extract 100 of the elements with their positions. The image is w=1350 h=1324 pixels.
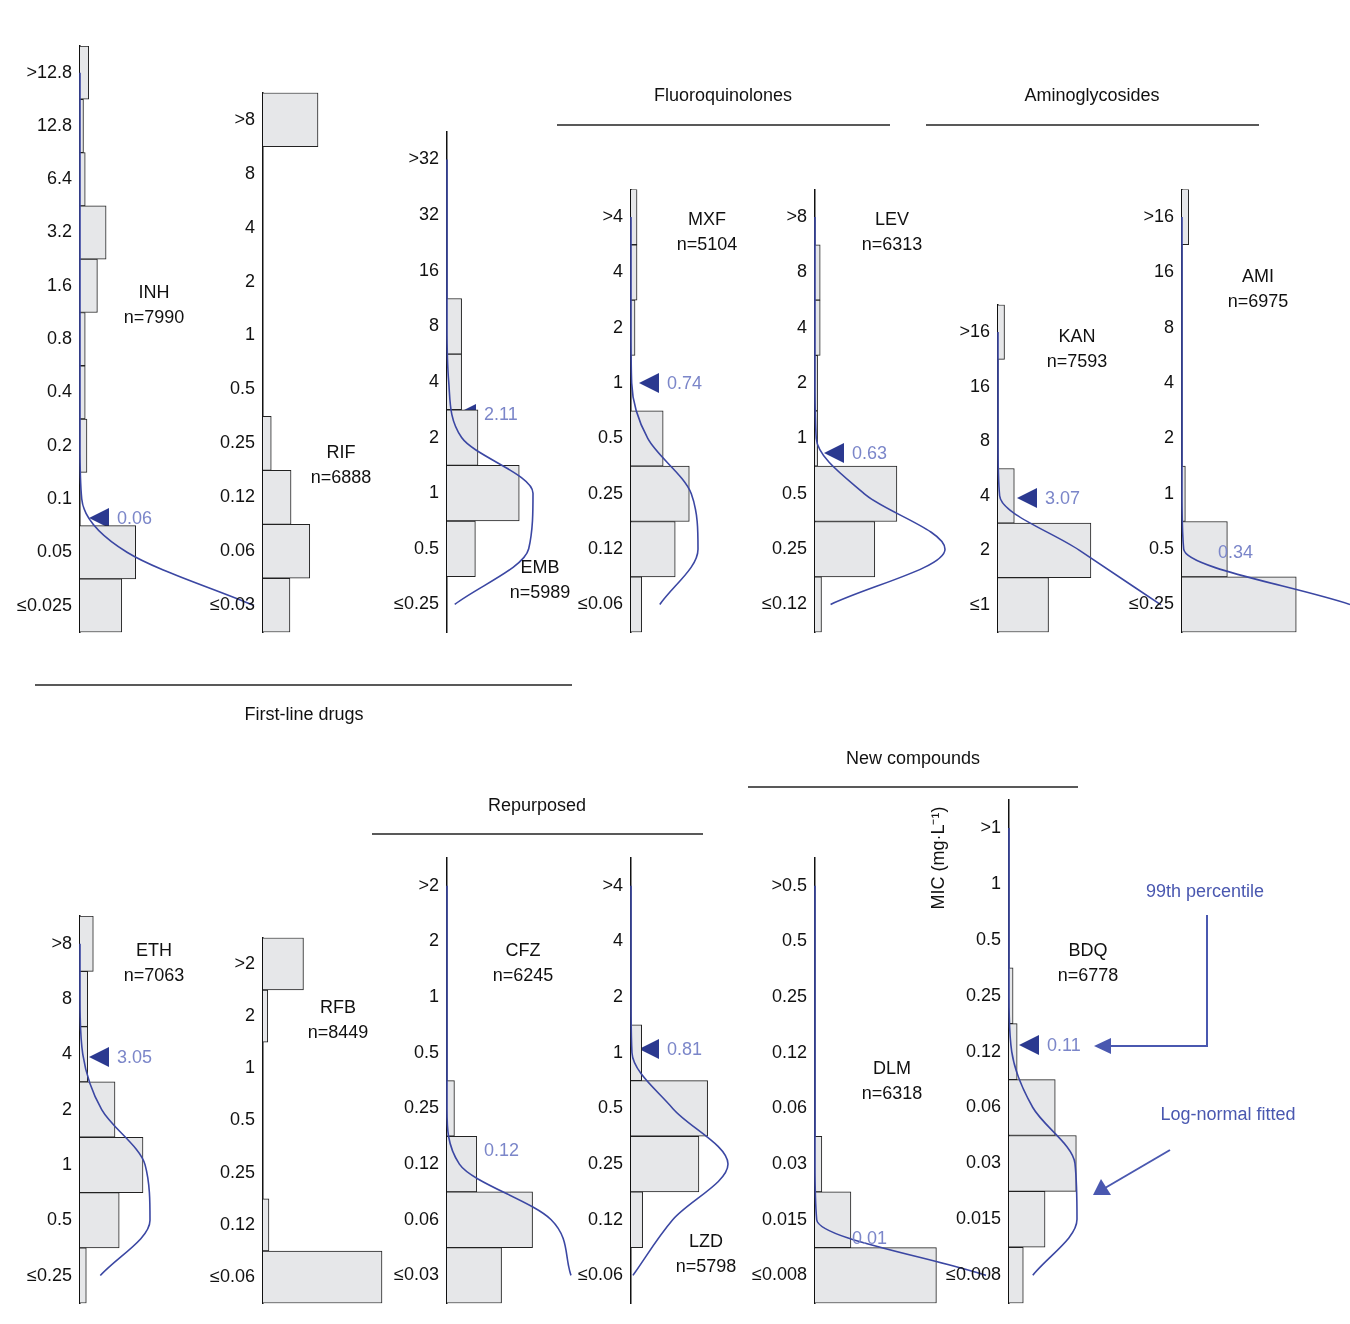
y-tick-label: ≤0.03 xyxy=(210,594,255,615)
y-tick-label: 0.25 xyxy=(587,482,623,503)
y-tick-label: 1 xyxy=(244,1057,255,1078)
y-tick-label: 0.2 xyxy=(46,434,72,455)
y-tick-label: 4 xyxy=(612,261,623,282)
y-tick-label: 0.5 xyxy=(781,482,807,503)
text: n=5104 xyxy=(676,234,738,254)
y-tick-label: 0.25 xyxy=(965,984,1001,1005)
y-tick-label: 0.1 xyxy=(46,487,72,508)
annotation: 3.07 xyxy=(1045,487,1081,509)
y-tick-label: 0.5 xyxy=(597,1097,623,1118)
y-tick-label: >8 xyxy=(51,932,72,953)
annotation: 0.81 xyxy=(667,1038,703,1060)
y-tick-label: 0.4 xyxy=(46,381,72,402)
annotation: 0.06 xyxy=(117,507,153,529)
y-tick-label: 0.25 xyxy=(587,1153,623,1174)
y-tick-label: 8 xyxy=(61,987,72,1008)
y-tick-label: 8 xyxy=(979,430,990,451)
y-tick-label: 0.05 xyxy=(36,541,72,562)
y-tick-label: ≤1 xyxy=(970,593,990,614)
y-tick-label: 2 xyxy=(612,986,623,1007)
y-tick-label: 16 xyxy=(418,259,439,280)
y-tick-label: ≤0.008 xyxy=(946,1264,1001,1285)
y-tick-label: >1 xyxy=(980,816,1001,837)
y-tick-label: 12.8 xyxy=(36,114,72,135)
y-tick-label: 0.12 xyxy=(587,1208,623,1229)
y-tick-label: ≤0.12 xyxy=(762,593,807,614)
text: n=5798 xyxy=(675,1256,737,1276)
y-tick-label: ≤0.06 xyxy=(578,1264,623,1285)
text: n=6313 xyxy=(861,234,923,254)
text: n=6318 xyxy=(861,1083,923,1103)
y-tick-label: 2 xyxy=(428,426,439,447)
y-tick-label: >16 xyxy=(959,321,990,342)
text: RFB xyxy=(319,997,356,1017)
y-tick-label: 8 xyxy=(796,261,807,282)
text: n=6975 xyxy=(1227,291,1289,311)
text: n=7063 xyxy=(123,965,185,985)
y-tick-label: ≤0.25 xyxy=(1129,593,1174,614)
y-tick-label: 0.12 xyxy=(587,538,623,559)
text: First-line drugs xyxy=(244,703,364,725)
y-tick-label: >16 xyxy=(1143,206,1174,227)
text: MXF xyxy=(687,209,726,229)
text: n=6778 xyxy=(1057,965,1119,985)
y-tick-label: 0.12 xyxy=(771,1041,807,1062)
text: n=6245 xyxy=(492,965,554,985)
y-tick-label: >8 xyxy=(786,206,807,227)
text: Repurposed xyxy=(487,794,587,816)
text: Fluoroquinolones xyxy=(653,84,793,106)
y-tick-label: 4 xyxy=(612,930,623,951)
y-tick-label: 1 xyxy=(612,372,623,393)
y-tick-label: 1 xyxy=(1163,482,1174,503)
text: Aminoglycosides xyxy=(1024,84,1160,106)
y-tick-label: 0.5 xyxy=(46,1209,72,1230)
y-tick-label: 4 xyxy=(796,316,807,337)
text: CFZ xyxy=(505,940,541,960)
y-tick-label: 2 xyxy=(979,539,990,560)
y-tick-label: 2 xyxy=(244,270,255,291)
y-tick-label: 0.12 xyxy=(219,486,255,507)
annotation: 0.12 xyxy=(484,1139,520,1161)
y-axis-title: MIC (mg·L⁻¹) xyxy=(927,806,949,910)
y-tick-label: 4 xyxy=(428,370,439,391)
text: RIF xyxy=(326,442,356,462)
y-tick-label: ≤0.25 xyxy=(27,1264,72,1285)
y-tick-label: 0.015 xyxy=(955,1208,1001,1229)
y-tick-label: ≤0.008 xyxy=(752,1264,807,1285)
y-tick-label: 1 xyxy=(428,986,439,1007)
text: AMI xyxy=(1241,266,1275,286)
y-tick-label: 0.5 xyxy=(781,930,807,951)
y-tick-label: 2 xyxy=(612,316,623,337)
y-tick-label: 0.25 xyxy=(771,986,807,1007)
y-tick-label: 0.03 xyxy=(771,1153,807,1174)
y-tick-label: 0.12 xyxy=(403,1153,439,1174)
y-tick-label: ≤0.06 xyxy=(578,593,623,614)
y-tick-label: 2 xyxy=(1163,427,1174,448)
y-tick-label: ≤0.06 xyxy=(210,1266,255,1287)
annotation: 0.11 xyxy=(1047,1034,1081,1056)
y-tick-label: 0.5 xyxy=(975,928,1001,949)
y-tick-label: 0.5 xyxy=(229,1109,255,1130)
y-tick-label: 6.4 xyxy=(46,168,72,189)
y-tick-label: 0.5 xyxy=(413,1041,439,1062)
text: New compounds xyxy=(845,747,981,769)
y-tick-label: 0.25 xyxy=(219,432,255,453)
y-tick-label: 0.12 xyxy=(965,1040,1001,1061)
text: n=8449 xyxy=(307,1022,369,1042)
y-tick-label: 8 xyxy=(428,315,439,336)
y-tick-label: >4 xyxy=(602,206,623,227)
text: DLM xyxy=(872,1058,912,1078)
y-tick-label: 0.03 xyxy=(965,1152,1001,1173)
y-tick-label: 3.2 xyxy=(46,221,72,242)
text: 99th percentile xyxy=(1145,880,1265,902)
y-tick-label: 1 xyxy=(796,427,807,448)
text: n=7990 xyxy=(123,307,185,327)
y-tick-label: 1 xyxy=(612,1041,623,1062)
y-tick-label: 4 xyxy=(244,216,255,237)
y-tick-label: 0.5 xyxy=(597,427,623,448)
text: n=5989 xyxy=(509,582,571,602)
y-tick-label: >4 xyxy=(602,874,623,895)
y-tick-label: >32 xyxy=(408,148,439,169)
text: LZD xyxy=(688,1231,724,1251)
text: KAN xyxy=(1058,326,1096,346)
